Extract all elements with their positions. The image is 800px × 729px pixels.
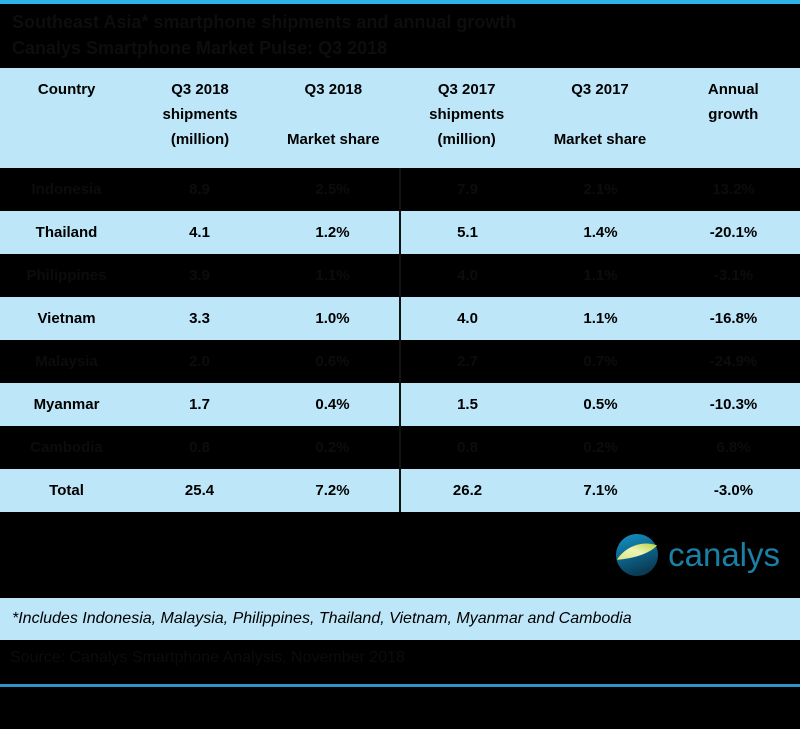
cell-q3-2018-shipments: 4.1 xyxy=(189,224,210,241)
cell-q3-2018-share: 7.2% xyxy=(315,482,350,499)
cell-q3-2018-share: 2.5% xyxy=(315,181,350,198)
table-row-thailand: Thailand 4.1 1.2% 5.1 1.4% -20.1% xyxy=(0,211,800,254)
cell-q3-2017-shipments: 5.1 xyxy=(399,211,534,254)
logo-band: canalys xyxy=(0,512,800,598)
cell-q3-2018-share: 1.2% xyxy=(315,224,350,241)
cell-q3-2018-shipments: 25.4 xyxy=(184,482,215,499)
header-line xyxy=(667,127,800,152)
cell-q3-2017-share: 1.1% xyxy=(583,267,618,284)
header-line xyxy=(533,102,666,127)
cell-q3-2017-share: 2.1% xyxy=(583,181,618,198)
header-line: shipments xyxy=(429,106,505,123)
footnote-band: *Includes Indonesia, Malaysia, Philippin… xyxy=(0,598,800,640)
header-line: Q3 2017 xyxy=(571,81,629,98)
report-title: Southeast Asia* smartphone shipments and… xyxy=(12,12,517,32)
report-subtitle: Canalys Smartphone Market Pulse: Q3 2018 xyxy=(12,38,388,58)
title-band: Southeast Asia* smartphone shipments and… xyxy=(0,4,800,68)
column-header-annual-growth: Annual growth xyxy=(667,68,800,168)
column-header-q3-2017-share: Q3 2017 Market share xyxy=(533,68,666,168)
cell-q3-2018-share: 0.6% xyxy=(315,353,350,370)
header-line: (million) xyxy=(170,131,230,148)
cell-country: Vietnam xyxy=(37,310,96,327)
cell-q3-2018-share: 1.0% xyxy=(315,310,350,327)
cell-q3-2017-shipments: 4.0 xyxy=(399,254,534,297)
footnote-text: *Includes Indonesia, Malaysia, Philippin… xyxy=(12,610,632,627)
cell-q3-2018-shipments: 1.7 xyxy=(189,396,210,413)
cell-q3-2017-shipments: 2.7 xyxy=(399,340,534,383)
header-line xyxy=(0,127,133,152)
cell-q3-2017-share: 1.4% xyxy=(583,224,618,241)
cell-country: Malaysia xyxy=(35,353,98,370)
bottom-divider-line xyxy=(0,684,800,687)
header-line xyxy=(0,102,133,127)
header-line: Q3 2018 xyxy=(304,81,363,98)
cell-q3-2017-share: 7.1% xyxy=(583,482,618,499)
cell-q3-2018-shipments: 3.3 xyxy=(189,310,210,327)
cell-q3-2018-share: 0.2% xyxy=(315,439,350,456)
header-line: shipments xyxy=(162,106,238,123)
table-row-total: Total 25.4 7.2% 26.2 7.1% -3.0% xyxy=(0,469,800,512)
cell-q3-2017-shipments: 26.2 xyxy=(399,469,534,512)
cell-annual-growth: -10.3% xyxy=(709,396,758,413)
cell-country: Thailand xyxy=(35,224,98,241)
table-row-malaysia-hidden: Malaysia 2.0 0.6% 2.7 0.7% -24.9% xyxy=(0,340,800,383)
table-row-philippines-hidden: Philippines 3.9 1.1% 4.0 1.1% -3.1% xyxy=(0,254,800,297)
header-line: Q3 2017 xyxy=(437,81,496,98)
header-line: (million) xyxy=(437,131,496,148)
cell-q3-2018-shipments: 3.9 xyxy=(189,267,210,284)
cell-q3-2017-shipments: 0.8 xyxy=(399,426,534,469)
source-band: Source: Canalys Smartphone Analysis, Nov… xyxy=(0,640,800,684)
cell-q3-2018-share: 1.1% xyxy=(315,267,350,284)
cell-country: Philippines xyxy=(26,267,107,284)
top-accent-bar xyxy=(0,0,800,4)
cell-q3-2018-shipments: 8.9 xyxy=(189,181,210,198)
canalys-wordmark: canalys xyxy=(668,536,780,573)
cell-q3-2017-share: 0.2% xyxy=(583,439,618,456)
cell-annual-growth: -3.1% xyxy=(713,267,754,284)
cell-q3-2018-share: 0.4% xyxy=(315,396,350,413)
header-line xyxy=(267,102,400,127)
header-line: Country xyxy=(37,81,96,98)
cell-q3-2017-share: 0.5% xyxy=(583,396,618,413)
bottom-black-band xyxy=(0,687,800,729)
canalys-sphere-icon xyxy=(616,533,659,577)
cell-annual-growth: -3.0% xyxy=(713,482,754,499)
cell-q3-2017-shipments: 7.9 xyxy=(399,168,534,211)
cell-country: Cambodia xyxy=(30,439,103,456)
column-header-country: Country xyxy=(0,68,133,168)
cell-annual-growth: -20.1% xyxy=(709,224,758,241)
cell-country: Myanmar xyxy=(33,396,100,413)
column-header-q3-2018-shipments: Q3 2018 shipments (million) xyxy=(133,68,266,168)
cell-annual-growth: -16.8% xyxy=(709,310,758,327)
table-row-vietnam: Vietnam 3.3 1.0% 4.0 1.1% -16.8% xyxy=(0,297,800,340)
cell-q3-2017-share: 1.1% xyxy=(583,310,618,327)
cell-annual-growth: -24.9% xyxy=(709,353,758,370)
cell-country: Total xyxy=(49,482,84,499)
cell-annual-growth: 6.8% xyxy=(716,439,751,456)
header-line: Annual xyxy=(707,81,759,98)
header-line: growth xyxy=(708,106,759,123)
column-header-q3-2017-shipments: Q3 2017 shipments (million) xyxy=(400,68,533,168)
source-text: Source: Canalys Smartphone Analysis, Nov… xyxy=(10,649,405,666)
column-header-q3-2018-share: Q3 2018 Market share xyxy=(267,68,400,168)
cell-q3-2017-share: 0.7% xyxy=(583,353,618,370)
cell-q3-2017-shipments: 1.5 xyxy=(399,383,534,426)
cell-annual-growth: 13.2% xyxy=(712,181,755,198)
header-line: Q3 2018 xyxy=(171,81,229,98)
cell-country: Indonesia xyxy=(31,181,102,198)
cell-q3-2017-shipments: 4.0 xyxy=(399,297,534,340)
header-line: Market share xyxy=(553,131,647,148)
header-line: Market share xyxy=(287,131,380,148)
cell-q3-2018-shipments: 2.0 xyxy=(189,353,210,370)
table-header-row: Country Q3 2018 shipments (million) Q3 2… xyxy=(0,68,800,168)
table-row-cambodia-hidden: Cambodia 0.8 0.2% 0.8 0.2% 6.8% xyxy=(0,426,800,469)
cell-q3-2018-shipments: 0.8 xyxy=(189,439,210,456)
table-row-indonesia-hidden: Indonesia 8.9 2.5% 7.9 2.1% 13.2% xyxy=(0,168,800,211)
table-row-myanmar: Myanmar 1.7 0.4% 1.5 0.5% -10.3% xyxy=(0,383,800,426)
